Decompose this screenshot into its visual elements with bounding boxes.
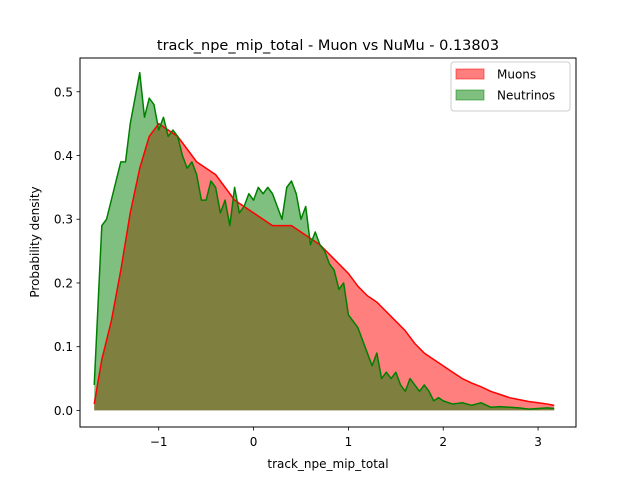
y-axis-label: Probability density xyxy=(28,186,42,297)
x-tick-label: 0 xyxy=(250,435,258,449)
y-tick-label: 0.1 xyxy=(54,340,73,354)
y-tick-label: 0.5 xyxy=(54,85,73,99)
x-tick-label: 1 xyxy=(345,435,353,449)
x-tick-label: −1 xyxy=(150,435,168,449)
chart-title: track_npe_mip_total - Muon vs NuMu - 0.1… xyxy=(157,38,499,54)
y-tick-label: 0.0 xyxy=(54,404,73,418)
legend-label-muons: Muons xyxy=(497,68,536,82)
x-tick-label: 2 xyxy=(439,435,447,449)
legend-swatch-muons xyxy=(456,69,484,79)
legend-swatch-neutrinos xyxy=(456,90,484,100)
x-axis-label: track_npe_mip_total xyxy=(267,457,388,471)
legend-label-neutrinos: Neutrinos xyxy=(497,89,555,103)
y-tick-label: 0.2 xyxy=(54,276,73,290)
y-tick-label: 0.3 xyxy=(54,213,73,227)
legend: Muons Neutrinos xyxy=(451,62,570,111)
y-tick-label: 0.4 xyxy=(54,149,73,163)
x-tick-label: 3 xyxy=(534,435,542,449)
